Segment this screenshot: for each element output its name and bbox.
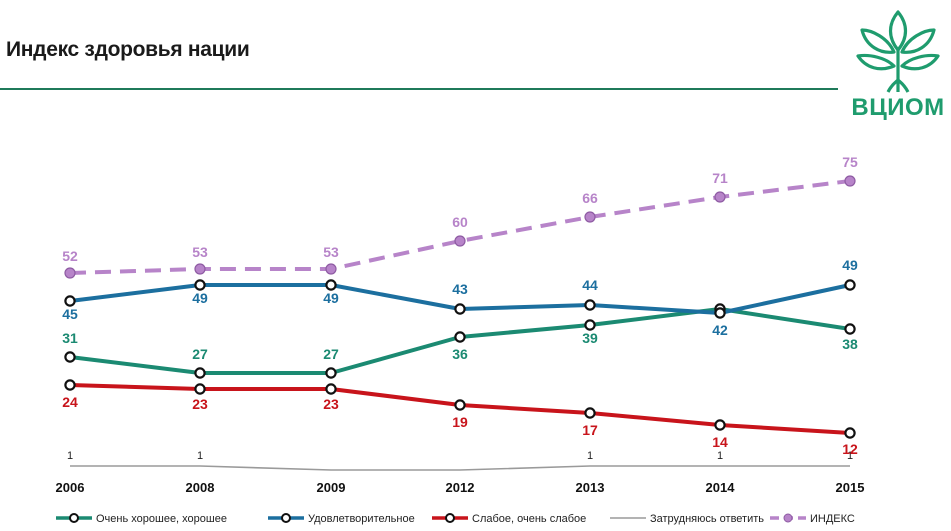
data-point-s1-2008 [194, 279, 206, 291]
data-point-s4-2015 [844, 175, 856, 187]
x-tick-label-2009: 2009 [317, 480, 346, 495]
data-point-s4-2008 [194, 263, 206, 275]
data-label-s4-2013: 66 [582, 190, 598, 206]
data-label-s0-2015: 38 [842, 336, 858, 352]
legend-label-0: Очень хорошее, хорошее [96, 513, 227, 525]
tree-icon [856, 10, 940, 93]
legend-label-2: Слабое, очень слабое [472, 513, 586, 525]
data-label-s2-2012: 19 [452, 414, 468, 430]
data-label-s2-2008: 23 [192, 396, 208, 412]
data-label-s1-2009: 49 [323, 290, 339, 306]
x-tick-label-2006: 2006 [56, 480, 85, 495]
data-point-s2-2015 [844, 427, 856, 439]
data-point-s4-2009 [325, 263, 337, 275]
x-tick-label-2012: 2012 [446, 480, 475, 495]
data-label-s1-2014: 42 [712, 322, 728, 338]
data-point-s4-2014 [714, 191, 726, 203]
data-point-s1-2013 [584, 299, 596, 311]
x-tick-label-2013: 2013 [576, 480, 605, 495]
data-label-gray-2015: 1 [847, 450, 853, 462]
vciom-logo: ВЦИОМ [848, 4, 948, 122]
data-point-s0-2015 [844, 323, 856, 335]
data-point-s2-2006 [64, 379, 76, 391]
data-point-s0-2008 [194, 367, 206, 379]
data-point-s4-2006 [64, 267, 76, 279]
data-point-s1-2014 [714, 307, 726, 319]
data-label-s4-2015: 75 [842, 154, 858, 170]
series-line-zatrudnyayus [70, 465, 850, 471]
data-label-gray-2013: 1 [587, 450, 593, 462]
data-point-s0-2006 [64, 351, 76, 363]
data-point-s1-2006 [64, 295, 76, 307]
data-point-s1-2012 [454, 303, 466, 315]
page-title: Индекс здоровья нации [6, 38, 250, 61]
logo-text: ВЦИОМ [851, 94, 945, 121]
legend-label-3: Затрудняюсь ответить [650, 513, 764, 525]
x-tick-label-2015: 2015 [836, 480, 865, 495]
data-label-s1-2012: 43 [452, 281, 468, 297]
title-divider [0, 88, 838, 90]
data-point-s2-2009 [325, 383, 337, 395]
data-label-s0-2012: 36 [452, 346, 468, 362]
data-label-s4-2008: 53 [192, 244, 208, 260]
data-label-s0-2009: 27 [323, 346, 339, 362]
data-label-s2-2013: 17 [582, 422, 598, 438]
data-label-s1-2008: 49 [192, 290, 208, 306]
x-tick-label-2008: 2008 [186, 480, 215, 495]
data-label-s2-2009: 23 [323, 396, 339, 412]
data-point-s0-2012 [454, 331, 466, 343]
legend-label-1: Удовлетворительное [308, 513, 415, 525]
data-point-s4-2013 [584, 211, 596, 223]
legend-marker-0 [69, 513, 79, 523]
data-label-s4-2006: 52 [62, 248, 78, 264]
data-point-s2-2014 [714, 419, 726, 431]
data-label-s4-2012: 60 [452, 214, 468, 230]
data-label-s1-2015: 49 [842, 257, 858, 273]
data-label-s0-2008: 27 [192, 346, 208, 362]
legend-marker-1 [281, 513, 291, 523]
data-label-s2-2015: 12 [842, 441, 858, 457]
data-point-s1-2015 [844, 279, 856, 291]
data-point-s4-2012 [454, 235, 466, 247]
data-point-s0-2013 [584, 319, 596, 331]
data-point-s0-2009 [325, 367, 337, 379]
data-point-s1-2009 [325, 279, 337, 291]
legend-marker-4 [783, 513, 793, 523]
data-label-s1-2013: 44 [582, 277, 598, 293]
data-label-s2-2014: 14 [712, 434, 728, 450]
data-point-s2-2012 [454, 399, 466, 411]
data-point-s2-2013 [584, 407, 596, 419]
data-label-s2-2006: 24 [62, 394, 78, 410]
data-label-gray-2014: 1 [717, 450, 723, 462]
data-label-s4-2014: 71 [712, 170, 728, 186]
legend-marker-2 [445, 513, 455, 523]
data-label-s1-2006: 45 [62, 306, 78, 322]
legend-label-4: ИНДЕКС [810, 513, 855, 525]
x-tick-label-2014: 2014 [706, 480, 736, 495]
data-label-s0-2006: 31 [62, 330, 78, 346]
data-label-gray-2006: 1 [67, 450, 73, 462]
data-label-gray-2008: 1 [197, 450, 203, 462]
data-point-s2-2008 [194, 383, 206, 395]
data-label-s4-2009: 53 [323, 244, 339, 260]
data-label-s0-2013: 39 [582, 330, 598, 346]
